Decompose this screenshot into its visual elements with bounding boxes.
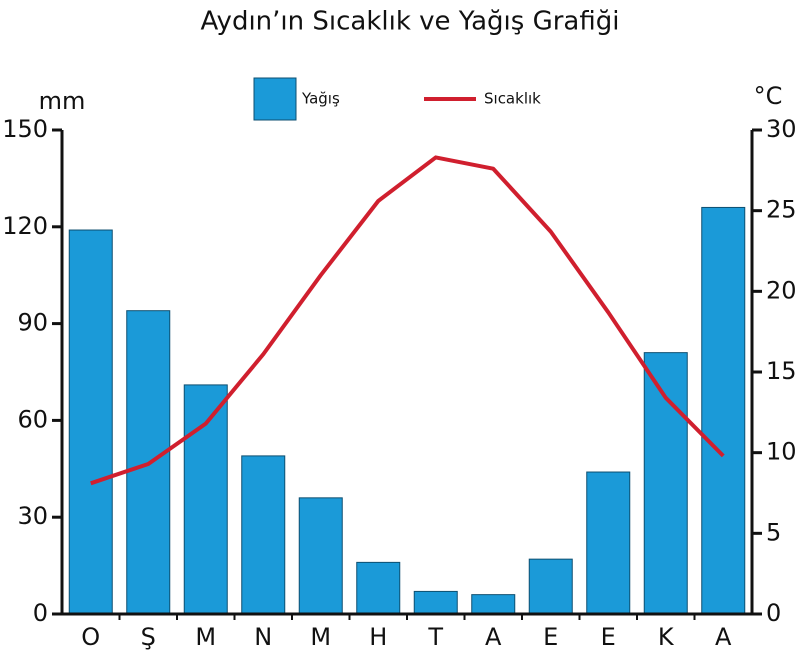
bar (183, 384, 228, 615)
y2-tick-label: 5 (766, 518, 781, 546)
bar (241, 455, 286, 615)
y2-tick-label: 25 (766, 196, 797, 224)
bar (413, 590, 458, 615)
x-tick-label: Ş (141, 623, 156, 651)
x-tick-label: E (543, 623, 558, 651)
y2-tick-label: 20 (766, 276, 797, 304)
y2-tick-label: 10 (766, 438, 797, 466)
bar (68, 229, 113, 615)
legend-label: Yağış (301, 90, 340, 108)
y2-tick-label: 0 (766, 599, 781, 627)
x-tick-label: O (81, 623, 100, 651)
x-tick-label: T (427, 623, 443, 651)
y-tick-label: 150 (2, 115, 48, 143)
y2-tick-label: 15 (766, 357, 797, 385)
x-tick-label: K (658, 623, 675, 651)
legend-label: Sıcaklık (484, 90, 541, 108)
x-tick-label: H (369, 623, 387, 651)
y-tick-label: 90 (17, 309, 48, 337)
bar (528, 558, 573, 615)
y-tick-label: 0 (33, 599, 48, 627)
legend-swatch (253, 77, 297, 121)
bar (643, 352, 688, 615)
x-tick-label: A (485, 623, 502, 651)
y2-axis-label: °C (754, 82, 783, 110)
y-axis-label: mm (39, 87, 86, 115)
y-tick-label: 30 (17, 502, 48, 530)
y-tick-label: 60 (17, 405, 48, 433)
chart-title: Aydın’ın Sıcaklık ve Yağış Grafiği (201, 7, 620, 37)
y2-tick-label: 30 (766, 115, 797, 143)
x-tick-label: E (601, 623, 616, 651)
x-tick-label: A (715, 623, 732, 651)
line (90, 155, 725, 486)
bar (471, 594, 516, 615)
x-tick-label: N (254, 623, 272, 651)
bar (701, 206, 746, 615)
bar (298, 497, 343, 615)
bar (356, 561, 401, 615)
x-tick-label: M (195, 623, 216, 651)
y-tick-label: 120 (2, 212, 48, 240)
x-tick-label: M (310, 623, 331, 651)
bar (586, 471, 631, 615)
